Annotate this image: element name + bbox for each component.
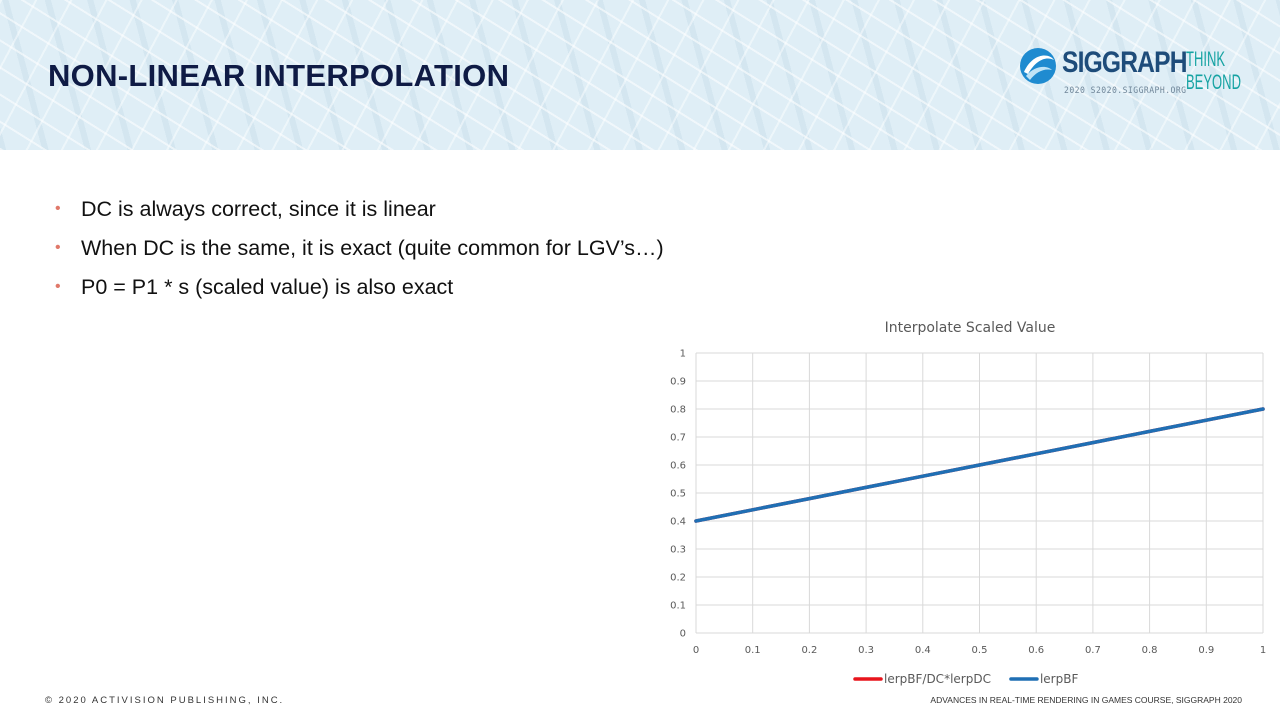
- y-tick-label: 0.5: [670, 489, 686, 500]
- siggraph-swirl-icon: [1020, 48, 1056, 84]
- y-tick-label: 0.1: [670, 601, 686, 612]
- x-tick-label: 0.1: [745, 645, 761, 656]
- bullet-dot-icon: •: [55, 278, 61, 295]
- bullet-dot-icon: •: [55, 200, 61, 217]
- chart-series: [694, 407, 1265, 523]
- logo-wordmark: SIGGRAPH: [1062, 46, 1187, 79]
- x-tick-label: 0.2: [801, 645, 817, 656]
- chart-grid: [695, 352, 1264, 634]
- y-tick-label: 0.7: [670, 433, 686, 444]
- x-tick-label: 0.7: [1085, 645, 1101, 656]
- x-tick-label: 0.8: [1142, 645, 1158, 656]
- legend-label-1: lerpBF: [1040, 672, 1079, 686]
- x-tick-label: 0.3: [858, 645, 874, 656]
- y-tick-label: 0.6: [670, 461, 686, 472]
- x-tick-label: 0.6: [1028, 645, 1044, 656]
- bullet-item: • DC is always correct, since it is linea…: [55, 193, 664, 232]
- bullet-list: • DC is always correct, since it is linea…: [55, 193, 664, 310]
- course-footer: ADVANCES IN REAL-TIME RENDERING IN GAMES…: [930, 695, 1242, 705]
- copyright-footer: © 2020 ACTIVISION PUBLISHING, INC.: [45, 695, 285, 706]
- logo-subtext: 2020 S2020.SIGGRAPH.ORG: [1064, 86, 1187, 96]
- x-tick-label: 0.9: [1198, 645, 1214, 656]
- bullet-text: When DC is the same, it is exact (quite …: [81, 236, 664, 260]
- bullet-item: • When DC is the same, it is exact (quite…: [55, 232, 664, 271]
- bullet-text: DC is always correct, since it is linear: [81, 197, 436, 221]
- y-tick-label: 0.8: [670, 405, 686, 416]
- x-axis-ticks: 0 0.1 0.2 0.3 0.4 0.5 0.6 0.7 0.8 0.9 1: [693, 645, 1266, 656]
- bullet-dot-icon: •: [55, 239, 61, 256]
- bullet-item: • P0 = P1 * s (scaled value) is also exac…: [55, 271, 664, 310]
- legend-label-0: lerpBF/DC*lerpDC: [884, 672, 991, 686]
- logo-tagline: THINK BEYOND: [1186, 48, 1241, 94]
- y-tick-label: 0.4: [670, 517, 686, 528]
- siggraph-logo: SIGGRAPH THINK BEYOND 2020 S2020.SIGGRAP…: [1018, 44, 1241, 102]
- y-tick-label: 0.9: [670, 377, 686, 388]
- bullet-text: P0 = P1 * s (scaled value) is also exact: [81, 275, 454, 299]
- x-tick-label: 0: [693, 645, 699, 656]
- y-tick-label: 0.2: [670, 573, 686, 584]
- logo-think: THINK: [1186, 48, 1226, 71]
- chart-title: Interpolate Scaled Value: [885, 320, 1056, 336]
- y-tick-label: 1: [680, 349, 686, 360]
- logo-beyond: BEYOND: [1186, 71, 1241, 94]
- chart-legend: lerpBF/DC*lerpDC lerpBF: [853, 672, 1079, 686]
- y-axis-ticks: 0 0.1 0.2 0.3 0.4 0.5 0.6 0.7 0.8 0.9 1: [670, 349, 686, 640]
- header-banner: NON-LINEAR INTERPOLATION SIGGRAPH THINK …: [0, 0, 1280, 150]
- x-tick-label: 1: [1260, 645, 1266, 656]
- x-tick-label: 0.4: [915, 645, 931, 656]
- y-tick-label: 0: [680, 629, 686, 640]
- slide-title: NON-LINEAR INTERPOLATION: [48, 58, 510, 93]
- x-tick-label: 0.5: [972, 645, 988, 656]
- interpolation-chart: Interpolate Scaled Value 0 0.1 0.2 0.3 0.4 0.…: [670, 320, 1266, 686]
- series-line-1: [694, 407, 1265, 523]
- y-tick-label: 0.3: [670, 545, 686, 556]
